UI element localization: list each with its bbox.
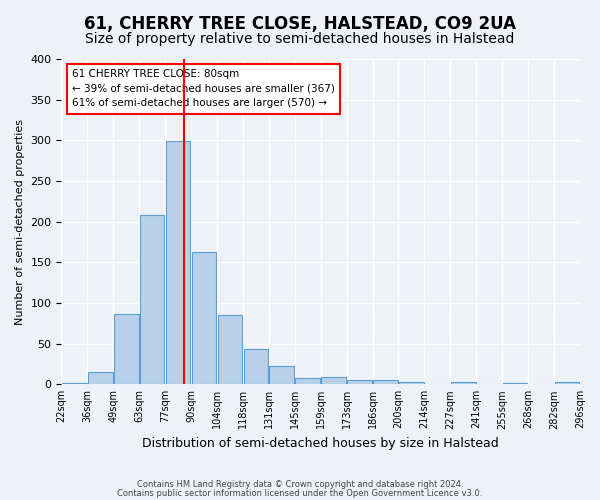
Text: Contains public sector information licensed under the Open Government Licence v3: Contains public sector information licen… [118,488,482,498]
Text: Size of property relative to semi-detached houses in Halstead: Size of property relative to semi-detach… [85,32,515,46]
Bar [399,382,424,384]
X-axis label: Distribution of semi-detached houses by size in Halstead: Distribution of semi-detached houses by … [142,437,499,450]
Bar [218,315,242,384]
Text: 61 CHERRY TREE CLOSE: 80sqm
← 39% of semi-detached houses are smaller (367)
61% : 61 CHERRY TREE CLOSE: 80sqm ← 39% of sem… [72,69,335,108]
Bar [244,348,268,384]
Bar [88,372,113,384]
Bar [269,366,294,384]
Y-axis label: Number of semi-detached properties: Number of semi-detached properties [15,118,25,324]
Bar [192,252,217,384]
Bar [62,382,86,384]
Bar [503,382,527,384]
Bar [451,382,476,384]
Text: Contains HM Land Registry data © Crown copyright and database right 2024.: Contains HM Land Registry data © Crown c… [137,480,463,489]
Bar [295,378,320,384]
Bar [322,377,346,384]
Bar [347,380,372,384]
Bar [373,380,398,384]
Bar [555,382,580,384]
Bar [140,215,164,384]
Text: 61, CHERRY TREE CLOSE, HALSTEAD, CO9 2UA: 61, CHERRY TREE CLOSE, HALSTEAD, CO9 2UA [84,15,516,33]
Bar [166,141,190,384]
Bar [114,314,139,384]
